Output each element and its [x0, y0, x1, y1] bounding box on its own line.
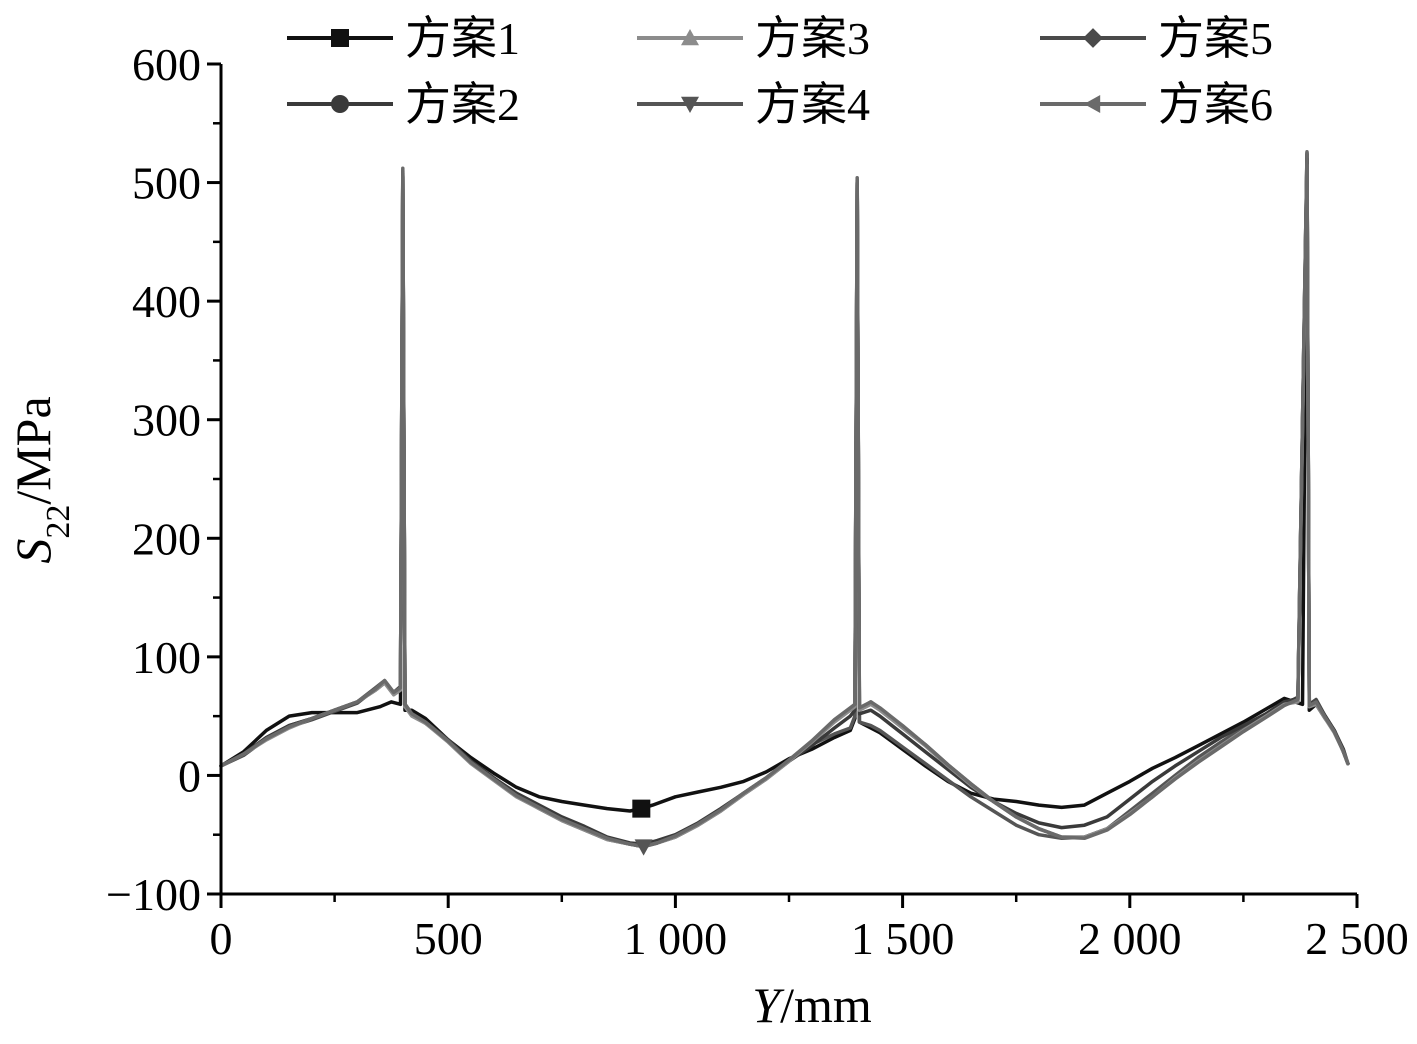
- series-line-2: [219, 151, 1350, 846]
- y-tick-label: 500: [132, 158, 201, 209]
- legend-marker-6: [1084, 95, 1101, 113]
- y-tick-label: 600: [132, 39, 201, 90]
- x-tick-label: 0: [210, 913, 233, 964]
- y-tick-label: −100: [106, 869, 201, 920]
- y-tick-label: 100: [132, 632, 201, 683]
- x-tick-label: 2 000: [1078, 913, 1182, 964]
- series-line-1: [219, 157, 1350, 813]
- legend-label-2: 方案2: [405, 79, 520, 130]
- y-axis-title: S22/MPa: [5, 396, 77, 563]
- legend-label-5: 方案5: [1158, 13, 1273, 64]
- x-tick-label: 1 000: [624, 913, 728, 964]
- legend-marker-3: [681, 29, 699, 46]
- legend: 方案1 方案2 方案3 方案4 方案5 方案6: [287, 13, 1273, 130]
- series-line-3: [219, 163, 1350, 849]
- legend-marker-2: [331, 95, 349, 113]
- x-tick-label: 1 500: [851, 913, 955, 964]
- x-tick-label: 500: [414, 913, 483, 964]
- x-tick-label: 2 500: [1305, 913, 1409, 964]
- legend-label-3: 方案3: [755, 13, 870, 64]
- legend-label-6: 方案6: [1158, 79, 1273, 130]
- series-line-6: [219, 149, 1350, 849]
- plot-series: [219, 149, 1350, 856]
- legend-label-1: 方案1: [405, 13, 520, 64]
- x-axis-title-unit: /mm: [780, 977, 872, 1033]
- y-tick-label: 400: [132, 276, 201, 327]
- x-axis-title-symbol: Y: [752, 977, 785, 1033]
- y-tick-label: 300: [132, 395, 201, 446]
- series-marker-4: [634, 839, 653, 856]
- y-axis-title-symbol: S: [5, 539, 61, 564]
- y-axis-title-subscript: 22: [40, 505, 77, 539]
- series-marker-1: [632, 799, 651, 818]
- x-axis-title: Y/mm: [752, 977, 872, 1033]
- y-tick-label: 0: [178, 750, 201, 801]
- legend-marker-5: [1083, 28, 1103, 48]
- series-line-4: [219, 157, 1350, 849]
- y-axis-title-unit: /MPa: [5, 396, 61, 504]
- legend-label-4: 方案4: [755, 79, 870, 130]
- legend-marker-1: [331, 29, 349, 47]
- series-line-5: [219, 152, 1350, 849]
- y-tick-label: 200: [132, 513, 201, 564]
- legend-marker-4: [681, 96, 699, 113]
